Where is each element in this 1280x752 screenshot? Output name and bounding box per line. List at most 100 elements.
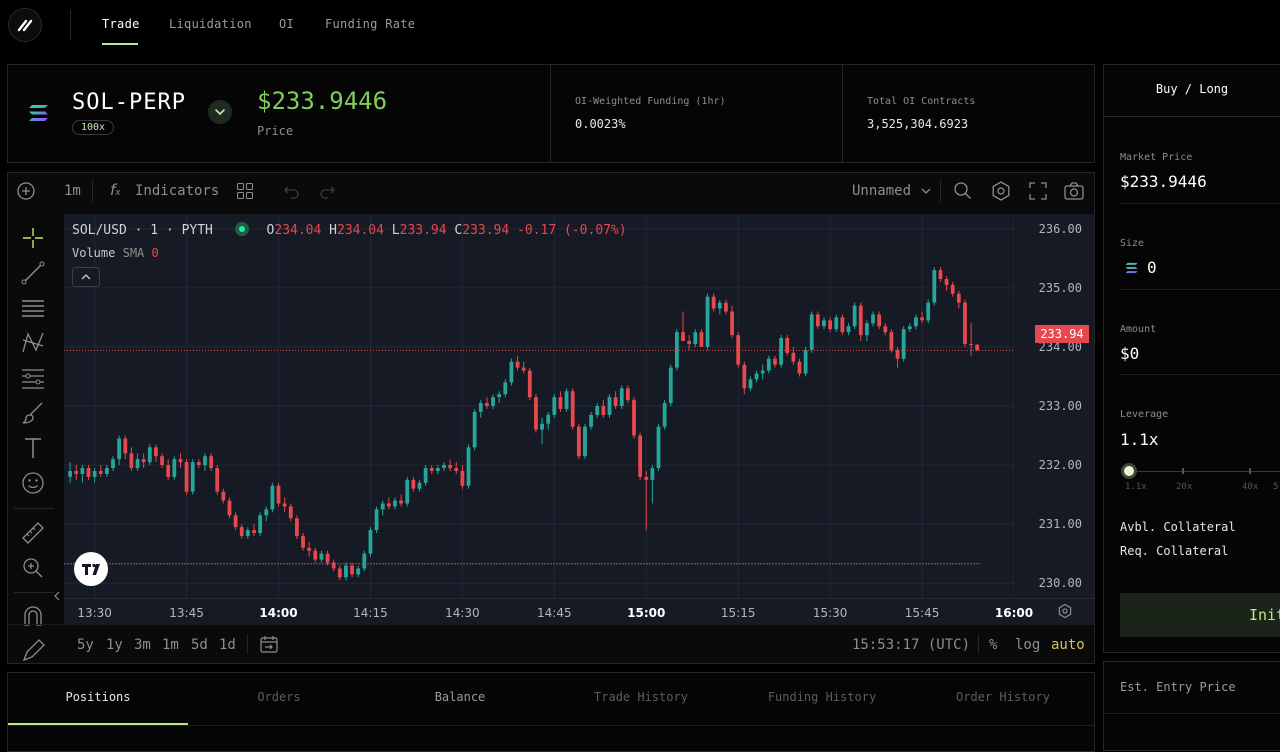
zoom-in-icon[interactable] [20,555,46,581]
candle-body [540,423,544,430]
avbl-collateral-label: Avbl. Collateral [1120,520,1236,534]
nav-oi[interactable]: OI [279,17,295,31]
redo-icon[interactable] [318,183,336,199]
chart-symbol-title[interactable]: SOL/USD · 1 · PYTH [72,223,213,238]
market-price-label: Market Price [1120,152,1193,163]
candle-body [724,302,728,312]
log-toggle[interactable]: log [1015,637,1041,653]
auto-toggle[interactable]: auto [1051,637,1085,653]
candle-body [705,296,710,347]
interval-button[interactable]: 1m [64,183,81,199]
add-symbol-icon[interactable] [16,181,36,201]
candle [307,541,312,557]
size-input[interactable]: 0 [1147,258,1157,277]
nav-trade[interactable]: Trade [102,17,140,31]
candle [534,394,538,433]
tradingview-logo[interactable] [74,552,108,586]
candle [650,465,655,504]
market-select-button[interactable] [208,100,232,124]
percent-toggle[interactable]: % [989,637,998,653]
range-1m[interactable]: 1m [162,637,179,653]
fullscreen-icon[interactable] [1028,181,1048,201]
range-5y[interactable]: 5y [77,637,94,653]
axis-settings-icon[interactable] [1057,603,1073,619]
candle-body [607,397,612,415]
candle [926,299,931,324]
price-axis-label: 234.00 [1039,340,1082,354]
field-divider [1120,289,1280,290]
trend-line-icon[interactable] [20,260,46,286]
candle [215,465,220,495]
text-tool-icon[interactable] [20,435,46,461]
nav-liquidation[interactable]: Liquidation [169,17,252,31]
leverage-value: 1.1x [1120,430,1159,449]
fx-icon: fx [110,181,121,199]
quick-search-icon[interactable] [952,180,974,202]
candle [509,358,514,386]
emoji-icon[interactable] [20,470,46,496]
price-axis[interactable]: 236.00 235.00 234.00 233.00 232.00 231.00 230.… [1014,214,1094,598]
candle [619,385,624,409]
range-3m[interactable]: 3m [134,637,151,653]
funding-label: OI-Weighted Funding (1hr) [575,96,726,107]
leverage-slider-handle[interactable] [1121,463,1137,479]
time-axis[interactable]: 13:30 13:45 14:00 14:15 14:30 14:45 15:00 15:15… [64,598,1094,624]
fib-icon[interactable] [20,365,46,391]
tab-order-history[interactable]: Order History [956,690,1050,704]
range-1d[interactable]: 1d [219,637,236,653]
pattern-icon[interactable] [20,330,46,356]
horizontal-lines-icon[interactable] [20,295,46,321]
utc-clock[interactable]: 15:53:17 (UTC) [852,637,971,653]
buy-long-tab[interactable]: Buy / Long [1155,82,1229,96]
layout-grid-icon[interactable] [236,182,254,200]
candle-body [552,397,557,415]
nav-funding-rate[interactable]: Funding Rate [325,17,416,31]
price-axis-label: 236.00 [1039,222,1082,236]
candle [68,462,73,483]
ruler-icon[interactable] [20,520,46,546]
candle-body [852,305,857,327]
camera-icon[interactable] [1063,180,1085,202]
brush-icon[interactable] [20,400,46,426]
candle-body [754,373,759,380]
tab-trade-history[interactable]: Trade History [594,690,688,704]
candle [331,559,336,572]
candle-body [68,470,73,477]
price-chart[interactable] [64,214,1014,598]
candle-body [313,550,318,560]
candle-body [773,358,777,365]
collapse-legend-button[interactable] [72,267,100,287]
goto-date-icon[interactable] [259,634,279,654]
leverage-slider[interactable] [1130,471,1280,472]
candle-body [797,361,802,374]
candle [840,314,845,336]
undo-icon[interactable] [283,183,301,199]
candle [668,364,673,406]
tab-orders[interactable]: Orders [257,690,301,704]
chevron-left-icon[interactable] [53,590,61,602]
amount-input[interactable]: $0 [1120,344,1140,363]
crosshair-icon[interactable] [20,225,46,251]
candle-body [564,391,569,409]
candle-body [386,503,391,507]
indicators-button[interactable]: Indicators [135,183,220,199]
tab-funding-history[interactable]: Funding History [767,690,877,704]
tab-balance[interactable]: Balance [434,690,486,704]
slider-tick-label: 20x [1176,482,1193,492]
candle [129,447,134,471]
initialize-button[interactable]: Init [1120,593,1280,637]
tab-positions[interactable]: Positions [65,690,131,704]
candle-body [117,438,122,460]
settings-icon[interactable] [990,180,1012,202]
app-logo[interactable] [8,8,42,42]
layout-name[interactable]: Unnamed [852,183,912,199]
candle [558,391,563,412]
magnet-icon[interactable] [20,603,46,629]
ohlc-legend: SOL/USD · 1 · PYTH O234.04 H234.04 L233.… [72,222,627,238]
candle-body [454,468,459,471]
candle-body [809,314,814,350]
range-1y[interactable]: 1y [106,637,123,653]
chart-canvas[interactable] [64,214,1014,598]
lock-drawing-icon[interactable] [20,638,46,664]
range-5d[interactable]: 5d [191,637,208,653]
